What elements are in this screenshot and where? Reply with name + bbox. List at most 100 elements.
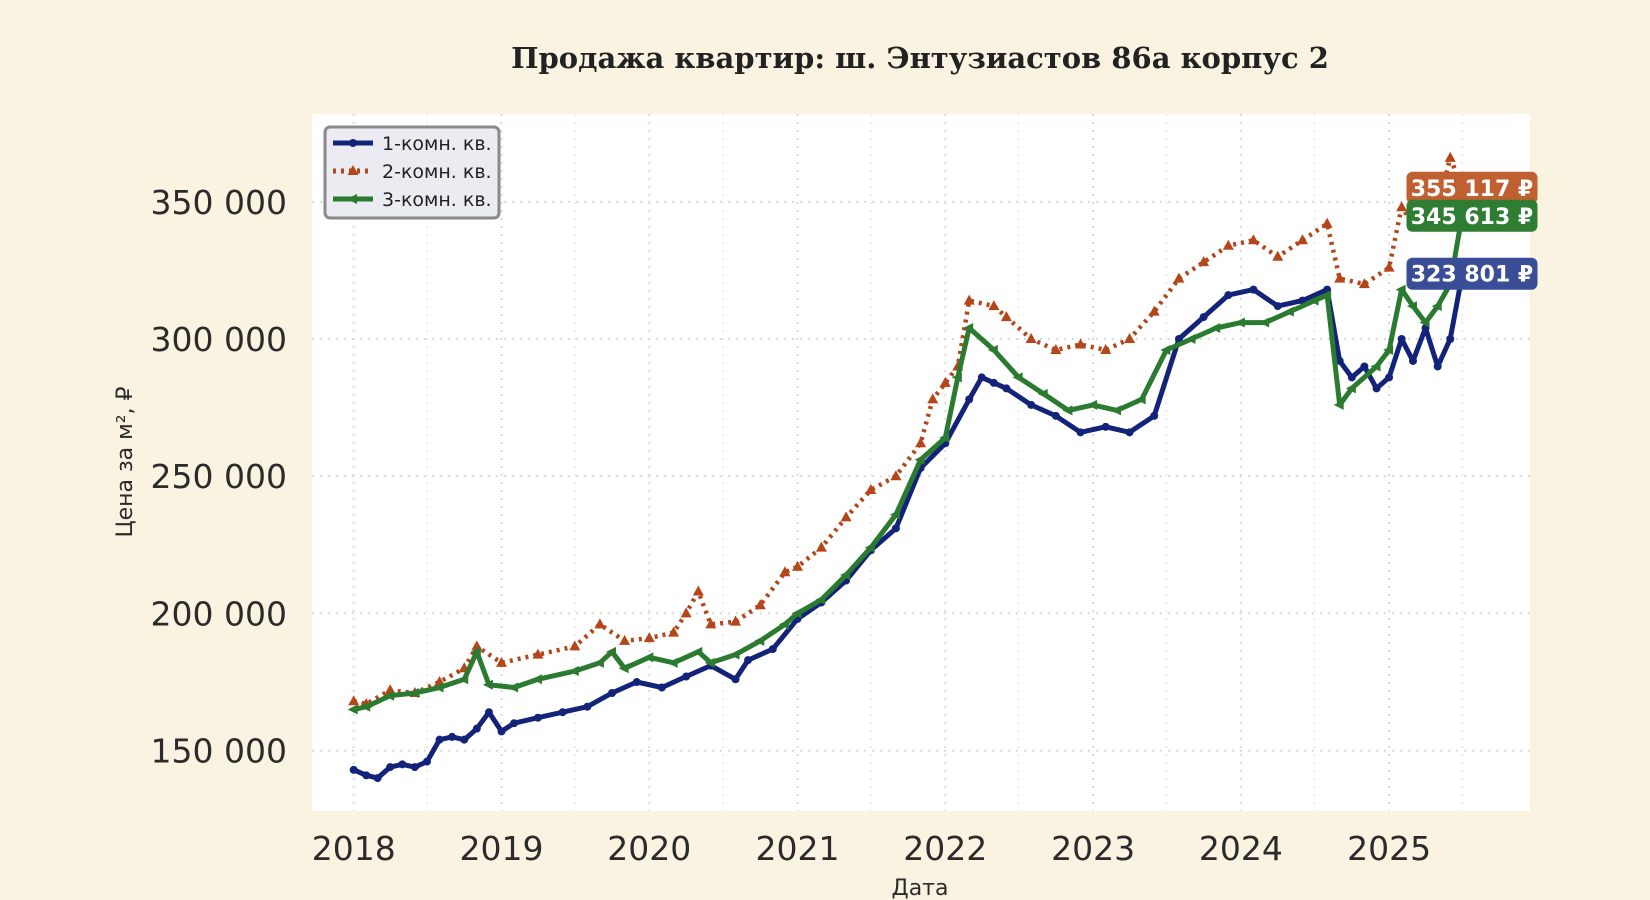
chart-title: Продажа квартир: ш. Энтузиастов 86а корп… <box>511 41 1329 75</box>
series-marker <box>1012 372 1023 383</box>
series-marker <box>668 626 680 637</box>
y-axis-label: Цена за м², ₽ <box>113 386 138 537</box>
series-marker <box>568 666 579 677</box>
series-marker <box>1125 428 1134 437</box>
series-marker <box>1148 305 1160 316</box>
y-tick-label: 200 000 <box>151 594 287 633</box>
series-marker <box>1372 384 1381 393</box>
series-marker <box>1358 278 1370 289</box>
series-marker <box>1050 343 1062 354</box>
series-marker <box>965 395 974 404</box>
series-marker <box>482 679 493 690</box>
series-marker <box>1051 411 1060 420</box>
end-label-text: 355 117 ₽ <box>1411 177 1533 202</box>
end-label-badge <box>1406 171 1538 204</box>
series-marker <box>1370 361 1381 372</box>
series-marker <box>1100 343 1112 354</box>
series-marker <box>458 674 469 685</box>
series-marker <box>1321 217 1333 228</box>
series-marker <box>1259 317 1270 328</box>
series-marker <box>914 454 925 465</box>
series-marker <box>939 432 950 443</box>
series-marker <box>632 678 641 687</box>
series-marker <box>754 635 765 646</box>
series-marker <box>951 372 962 383</box>
series-marker <box>558 708 567 717</box>
legend-marker <box>349 139 357 147</box>
series-marker <box>1135 394 1146 405</box>
series-marker <box>730 615 742 626</box>
series-marker <box>692 585 704 596</box>
series-marker <box>460 735 469 744</box>
series-marker <box>1406 301 1417 312</box>
series-marker <box>791 560 803 571</box>
series-marker <box>1224 291 1233 300</box>
series-marker <box>1249 285 1258 294</box>
series-marker <box>1087 399 1098 410</box>
series-marker <box>1160 344 1171 355</box>
series-marker <box>1283 306 1294 317</box>
series-marker <box>472 724 481 733</box>
series-marker <box>1335 356 1344 365</box>
series-marker <box>915 437 927 448</box>
series-marker <box>1234 317 1245 328</box>
grid-lines <box>312 114 1530 811</box>
series-marker <box>731 675 740 684</box>
x-tick-label: 2023 <box>1051 829 1135 868</box>
series-marker <box>754 599 766 610</box>
series-marker <box>963 294 975 305</box>
series-marker <box>1385 373 1394 382</box>
legend-marker <box>347 165 359 175</box>
x-tick-label: 2022 <box>903 829 987 868</box>
series-marker <box>1308 295 1319 306</box>
end-label-text: 345 613 ₽ <box>1411 205 1533 230</box>
series-marker <box>569 640 581 651</box>
series-marker <box>531 674 542 685</box>
series-marker <box>347 704 358 715</box>
series-marker <box>680 607 692 618</box>
series-marker <box>1345 383 1356 394</box>
series-marker <box>1419 317 1430 328</box>
series-marker <box>1173 272 1185 283</box>
series-marker <box>373 774 382 783</box>
legend: 1-комн. кв. 2-комн. кв. 3-комн. кв. <box>323 125 501 220</box>
series-marker <box>583 702 592 711</box>
series-marker <box>1000 311 1012 322</box>
series-marker <box>1150 411 1159 420</box>
series-marker <box>657 683 666 692</box>
series-marker <box>497 727 506 736</box>
y-tick-label: 250 000 <box>151 457 287 496</box>
series-marker <box>606 646 617 657</box>
series-marker <box>989 378 998 387</box>
series-marker <box>939 376 951 387</box>
series-marker <box>608 689 617 698</box>
series-marker <box>889 509 900 520</box>
series-marker <box>1124 333 1136 344</box>
series-marker <box>927 393 939 404</box>
series-marker <box>593 657 604 668</box>
series-marker <box>1396 201 1408 212</box>
series-marker <box>1333 399 1344 410</box>
series-marker <box>362 771 371 780</box>
series-marker <box>667 657 678 668</box>
legend-box <box>323 125 501 220</box>
end-label-text: 323 801 ₽ <box>1411 263 1533 288</box>
x-tick-label: 2019 <box>460 829 544 868</box>
series-marker <box>348 695 360 706</box>
series-marker <box>791 608 802 619</box>
series-marker <box>977 373 986 382</box>
series-marker <box>398 760 407 769</box>
series-marker <box>448 732 457 741</box>
x-tick-label: 2020 <box>607 829 691 868</box>
y-tick-label: 350 000 <box>151 183 287 222</box>
x-tick-labels: 2018 2019 2020 2021 2022 2023 2024 2025 <box>312 829 1431 868</box>
series-marker <box>643 652 654 663</box>
series-marker <box>1273 302 1282 311</box>
series-marker <box>815 594 826 605</box>
series-marker <box>891 524 900 533</box>
end-label-badge <box>1406 199 1538 232</box>
series-marker <box>508 682 519 693</box>
series-marker <box>1037 388 1048 399</box>
series-marker <box>510 719 519 728</box>
